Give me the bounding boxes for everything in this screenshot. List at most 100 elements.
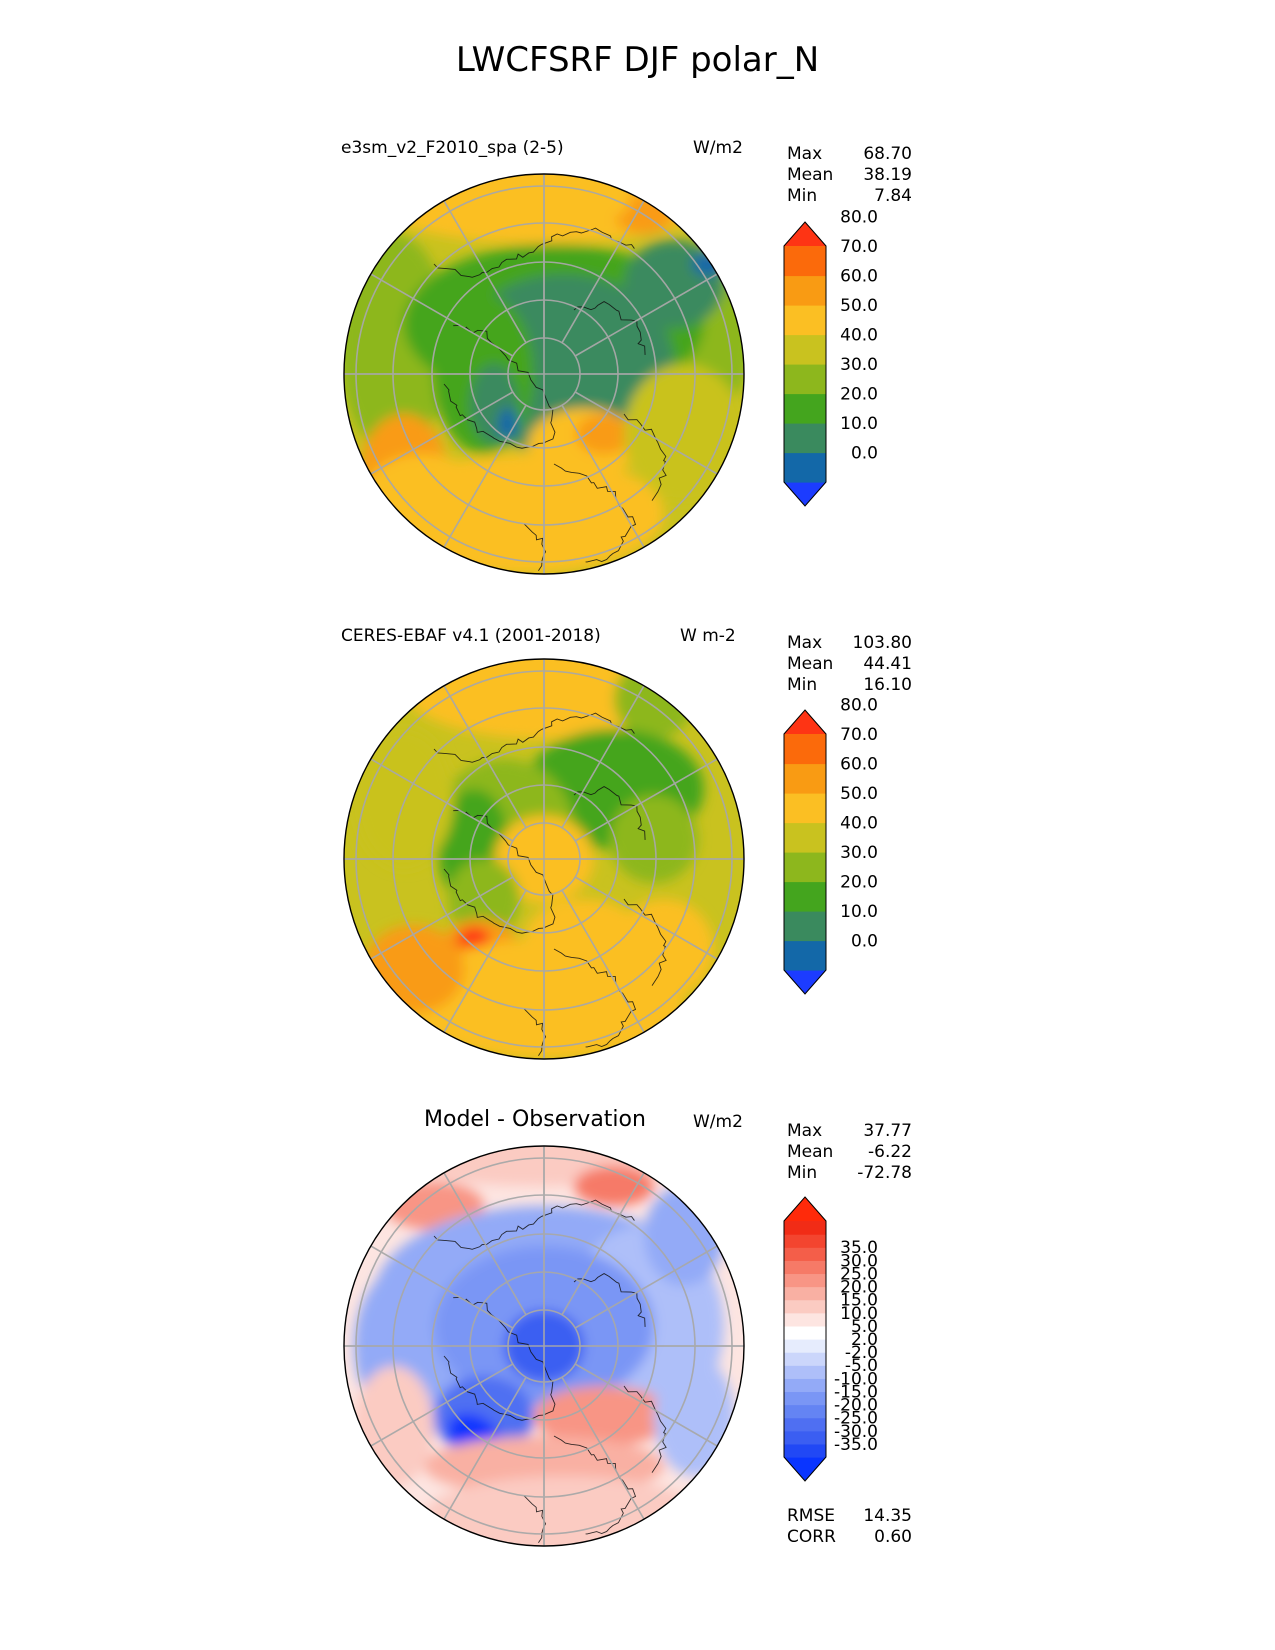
colorbar-tick-label: 40.0 xyxy=(840,814,878,834)
panel-2-stats: Max 103.80 Mean 44.41 Min 16.10 xyxy=(787,633,912,696)
colorbar-segment xyxy=(784,1339,826,1353)
colorbar-segment xyxy=(784,793,826,824)
colorbar-outline xyxy=(783,709,827,995)
field-fill xyxy=(344,659,744,1059)
stat-label: Max xyxy=(787,1121,823,1141)
stat-value: -72.78 xyxy=(857,1163,912,1183)
colorbar-tick-label: 5.0 xyxy=(851,1317,878,1337)
stat-label: Min xyxy=(787,1163,818,1183)
colorbar-tick-label: -10.0 xyxy=(834,1369,878,1389)
stat-value: 38.19 xyxy=(863,165,912,185)
colorbar-tick-label: 0.0 xyxy=(851,932,878,952)
colorbar-tick-label: -35.0 xyxy=(834,1435,878,1455)
colorbar-segment xyxy=(784,1312,826,1327)
graticule xyxy=(344,659,744,1059)
stat-value: 68.70 xyxy=(863,144,912,164)
field-region xyxy=(624,364,744,504)
colorbar-segment xyxy=(784,1234,826,1248)
colorbar-diff: -35.0-30.0-25.0-20.0-15.0-10.0-5.0-2.02.… xyxy=(783,1196,878,1482)
colorbar-tick-label: -25.0 xyxy=(834,1409,878,1429)
colorbar-extend-high xyxy=(784,222,826,246)
colorbar-segment xyxy=(784,452,826,483)
colorbar-segment xyxy=(784,1325,826,1340)
stat-label: Max xyxy=(787,633,823,653)
colorbar-extend-low xyxy=(784,1457,826,1481)
colorbar-test: 0.0 10.0 20.0 30.0 40.0 50.0 60.0 70.0 80.0 xyxy=(783,208,878,507)
colorbar-tick-label: 10.0 xyxy=(840,414,878,434)
stat-label: RMSE xyxy=(787,1506,836,1526)
colorbar-extend-high xyxy=(784,1197,826,1221)
field-region xyxy=(654,1356,734,1476)
colorbar-tick-label: 80.0 xyxy=(840,696,878,716)
map-boundary xyxy=(343,173,745,575)
colorbar-outline xyxy=(783,221,827,507)
colorbar-tick-label: -15.0 xyxy=(834,1382,878,1402)
colorbar-segment xyxy=(784,423,826,454)
stat-label: Mean xyxy=(787,1142,834,1162)
colorbar-tick-label: 80.0 xyxy=(840,208,878,228)
polar-map-test xyxy=(343,173,745,575)
coastlines xyxy=(433,227,667,571)
field-region xyxy=(576,414,632,454)
colorbar-segment xyxy=(784,1221,826,1235)
colorbar-segment xyxy=(784,1352,826,1366)
colorbar-segment xyxy=(784,1286,826,1301)
panel-3-title: Model - Observation xyxy=(424,1107,646,1132)
field-region xyxy=(458,927,490,951)
colorbar-segment xyxy=(784,852,826,883)
field-region xyxy=(614,659,694,739)
colorbar-segment xyxy=(784,1443,826,1458)
stat-value: 37.77 xyxy=(863,1121,912,1141)
colorbar-tick-label: 2.0 xyxy=(851,1330,878,1350)
colorbar-reference: 0.0 10.0 20.0 30.0 40.0 50.0 60.0 70.0 80.0 xyxy=(783,696,878,995)
field-region xyxy=(424,1476,704,1546)
colorbar-tick-label: -2.0 xyxy=(845,1343,878,1363)
stat-value: 103.80 xyxy=(852,633,912,653)
graticule xyxy=(344,174,744,574)
colorbar-segment xyxy=(784,1299,826,1314)
polar-map-diff xyxy=(343,1145,745,1547)
field-region xyxy=(448,859,520,939)
colorbar-tick-label: 60.0 xyxy=(840,267,878,287)
panel-1-title: e3sm_v2_F2010_spa (2-5) xyxy=(341,138,564,158)
colorbar-segment xyxy=(784,393,826,424)
colorbar-segment xyxy=(784,305,826,336)
stat-value: 44.41 xyxy=(863,654,912,674)
colorbar-tick-label: 60.0 xyxy=(840,755,878,775)
panel-2-title: CERES-EBAF v4.1 (2001-2018) xyxy=(341,626,601,646)
colorbar-tick-label: -5.0 xyxy=(845,1356,878,1376)
colorbar-segment xyxy=(784,1365,826,1379)
graticule xyxy=(344,1146,744,1546)
colorbar-segment xyxy=(784,763,826,794)
stat-label: Max xyxy=(787,144,823,164)
colorbar-tick-label: -20.0 xyxy=(834,1396,878,1416)
colorbar-segment xyxy=(784,275,826,306)
colorbar-segment xyxy=(784,1273,826,1288)
colorbar-tick-label: 10.0 xyxy=(840,1304,878,1324)
colorbar-tick-label: 30.0 xyxy=(840,1251,878,1271)
colorbar-segment xyxy=(784,734,826,765)
stat-value: 14.35 xyxy=(863,1506,912,1526)
colorbar-tick-label: 0.0 xyxy=(851,444,878,464)
panel-3-stats: Max 37.77 Mean -6.22 Min -72.78 xyxy=(787,1121,912,1184)
colorbar-outline xyxy=(783,1196,827,1482)
panel-3-units: W/m2 xyxy=(693,1112,743,1132)
colorbar-tick-label: 35.0 xyxy=(840,1238,878,1258)
colorbar-segment xyxy=(784,1417,826,1432)
stat-label: Mean xyxy=(787,165,834,185)
colorbar-tick-label: 20.0 xyxy=(840,385,878,405)
colorbar-extend-low xyxy=(784,482,826,506)
colorbar-segment xyxy=(784,246,826,277)
colorbar-extend-high xyxy=(784,710,826,734)
colorbar-segment xyxy=(784,1378,826,1393)
coastlines xyxy=(433,1199,667,1543)
field-region xyxy=(644,1186,724,1286)
panel-1-units: W/m2 xyxy=(693,138,743,158)
stat-value: 7.84 xyxy=(874,186,912,206)
panel-3-extra-stats: RMSE 14.35 CORR 0.60 xyxy=(787,1506,912,1548)
colorbar-tick-label: 25.0 xyxy=(840,1264,878,1284)
colorbar-tick-label: 30.0 xyxy=(840,355,878,375)
colorbar-tick-label: 40.0 xyxy=(840,326,878,346)
field-region xyxy=(614,899,714,999)
stat-value: 0.60 xyxy=(874,1527,912,1547)
